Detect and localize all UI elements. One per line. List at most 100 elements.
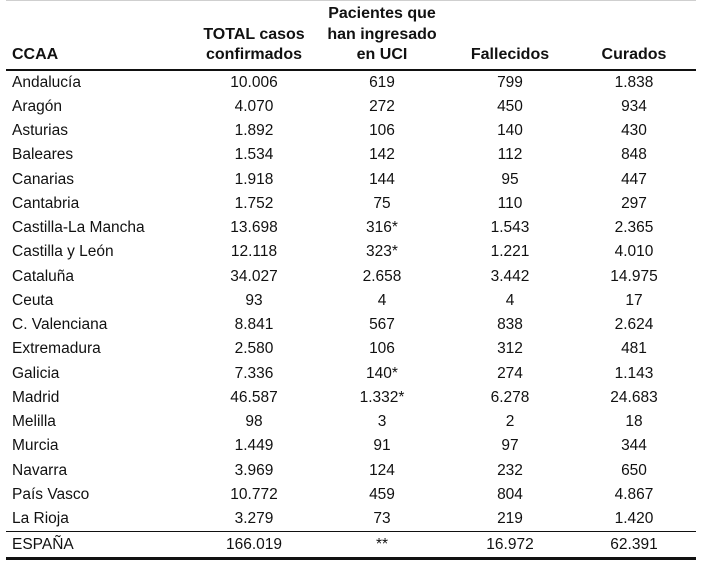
- cell-curados: 18: [625, 413, 643, 430]
- cell-curados: 297: [621, 194, 647, 212]
- table-row: País Vasco 10.772 459 804 4.867: [6, 483, 696, 507]
- cell-curados: 14.975: [610, 267, 658, 285]
- header-pacientes-uci: Pacientes que han ingresado en UCI: [316, 4, 448, 71]
- table-row: Cantabria 1.752 75 110 297: [6, 192, 696, 216]
- cell-ccaa: Navarra: [12, 461, 68, 479]
- cell-curados: 2.624: [614, 316, 654, 333]
- cell-total-casos: 93: [245, 291, 263, 309]
- cell-curados: 4.010: [614, 243, 654, 261]
- cell-total-casos: 3.279: [234, 510, 274, 527]
- cell-curados: 24.683: [610, 388, 658, 406]
- cell-total-casos: 7.336: [234, 364, 274, 382]
- table-row: Baleares 1.534 142 112 848: [6, 143, 696, 167]
- top-rule: [6, 0, 696, 1]
- cell-uci: 91: [373, 437, 391, 455]
- cell-fallecidos: 450: [497, 97, 523, 115]
- table-body: Andalucía 10.006 619 799 1.838 Aragón 4.070 27…: [6, 70, 696, 561]
- header-text: en UCI: [356, 46, 408, 63]
- cell-total-casos: 1.752: [234, 194, 274, 212]
- cell-total-casos: 3.969: [234, 461, 274, 479]
- table-row: Castilla-La Mancha 13.698 316* 1.543 2.365: [6, 216, 696, 240]
- cell-total-casos: 1.534: [234, 146, 274, 164]
- header-curados: Curados: [572, 4, 696, 71]
- covid-ccaa-table: CCAA TOTAL casos confirmados Pacientes q…: [6, 4, 696, 561]
- cell-fallecidos: 140: [497, 122, 523, 139]
- table-row: Castilla y León 12.118 323* 1.221 4.010: [6, 240, 696, 264]
- cell-uci: 2.658: [362, 267, 402, 285]
- table-row: C. Valenciana 8.841 567 838 2.624: [6, 313, 696, 337]
- table-row: Ceuta 93 4 4 17: [6, 289, 696, 313]
- cell-uci: 106: [369, 122, 395, 139]
- cell-ccaa: ESPAÑA: [6, 531, 192, 561]
- cell-fallecidos: 6.278: [490, 388, 530, 406]
- cell-uci: 140*: [366, 364, 398, 382]
- table-row: Aragón 4.070 272 450 934: [6, 95, 696, 119]
- cell-total-casos: 12.118: [230, 243, 278, 261]
- cell-total-casos: 8.841: [234, 316, 274, 333]
- cell-ccaa: Ceuta: [12, 291, 54, 309]
- cell-fallecidos: 219: [497, 510, 523, 527]
- cell-total-casos: 1.918: [234, 170, 274, 188]
- cell-uci: 272: [369, 97, 395, 115]
- cell-curados: 447: [621, 170, 647, 188]
- cell-total-casos: 1.892: [234, 122, 274, 139]
- cell-uci: 124: [369, 461, 395, 479]
- cell-ccaa: Aragón: [12, 97, 62, 115]
- cell-uci: 106: [369, 340, 395, 358]
- cell-uci: 3: [377, 413, 387, 430]
- header-text: Fallecidos: [470, 46, 550, 63]
- table-row: Andalucía 10.006 619 799 1.838: [6, 70, 696, 95]
- header-text: Pacientes que: [328, 5, 436, 22]
- header-ccaa: CCAA: [6, 4, 192, 71]
- cell-fallecidos: 1.221: [490, 243, 530, 261]
- cell-curados: 934: [621, 97, 647, 115]
- cell-curados: 62.391: [572, 531, 696, 561]
- cell-fallecidos: 799: [497, 73, 523, 91]
- cell-uci: 619: [369, 73, 395, 91]
- cell-fallecidos: 3.442: [490, 267, 530, 285]
- cell-ccaa: Canarias: [12, 170, 75, 188]
- cell-uci: **: [316, 531, 448, 561]
- table-row: Madrid 46.587 1.332* 6.278 24.683: [6, 386, 696, 410]
- cell-ccaa: Castilla-La Mancha: [12, 219, 145, 236]
- cell-uci: 142: [369, 146, 395, 164]
- table-row: Melilla 98 3 2 18: [6, 410, 696, 434]
- cell-fallecidos: 232: [497, 461, 523, 479]
- cell-ccaa: Cantabria: [12, 194, 80, 212]
- cell-uci: 144: [369, 170, 395, 188]
- cell-curados: 4.867: [614, 485, 654, 503]
- header-text: TOTAL casos: [203, 25, 305, 43]
- cell-ccaa: Extremadura: [12, 340, 101, 358]
- header-text: Curados: [601, 46, 667, 63]
- cell-uci: 567: [369, 316, 395, 333]
- cell-ccaa: Madrid: [12, 388, 60, 406]
- cell-curados: 1.143: [614, 364, 654, 382]
- cell-ccaa: La Rioja: [12, 510, 69, 527]
- cell-uci: 1.332*: [359, 388, 405, 406]
- cell-uci: 316*: [366, 219, 398, 236]
- cell-curados: 848: [621, 146, 647, 164]
- table-row: Canarias 1.918 144 95 447: [6, 168, 696, 192]
- cell-total-casos: 2.580: [234, 340, 274, 358]
- cell-total-casos: 13.698: [230, 219, 278, 236]
- cell-fallecidos: 110: [497, 194, 523, 212]
- cell-ccaa: País Vasco: [12, 485, 90, 503]
- cell-ccaa: Castilla y León: [12, 243, 114, 261]
- cell-uci: 323*: [366, 243, 398, 261]
- table-row: Navarra 3.969 124 232 650: [6, 459, 696, 483]
- cell-fallecidos: 16.972: [448, 531, 572, 561]
- cell-total-casos: 98: [245, 413, 263, 430]
- cell-curados: 481: [621, 340, 647, 358]
- cell-curados: 1.838: [614, 73, 654, 91]
- cell-curados: 1.420: [614, 510, 654, 527]
- cell-uci: 4: [377, 291, 387, 309]
- cell-total-casos: 34.027: [230, 267, 278, 285]
- cell-total-casos: 166.019: [192, 531, 316, 561]
- header-text: han ingresado: [327, 25, 437, 43]
- cell-total-casos: 10.006: [230, 73, 278, 91]
- cell-fallecidos: 2: [505, 413, 515, 430]
- cell-fallecidos: 838: [497, 316, 523, 333]
- cell-total-casos: 1.449: [234, 437, 274, 455]
- cell-curados: 650: [621, 461, 647, 479]
- cell-ccaa: Murcia: [12, 437, 59, 455]
